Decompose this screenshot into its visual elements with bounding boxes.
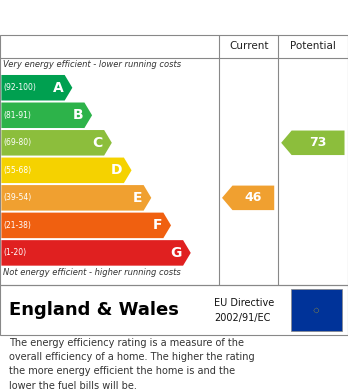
Text: E: E bbox=[133, 191, 142, 205]
Text: F: F bbox=[152, 218, 162, 232]
Text: 73: 73 bbox=[309, 136, 327, 149]
Text: (1-20): (1-20) bbox=[3, 248, 26, 257]
Text: 46: 46 bbox=[245, 191, 262, 204]
Bar bbox=[291, 289, 342, 332]
Text: (69-80): (69-80) bbox=[3, 138, 32, 147]
Polygon shape bbox=[1, 102, 92, 128]
Polygon shape bbox=[318, 310, 319, 311]
Text: (92-100): (92-100) bbox=[3, 83, 36, 92]
Polygon shape bbox=[314, 311, 315, 312]
Polygon shape bbox=[318, 311, 319, 312]
Text: D: D bbox=[111, 163, 122, 178]
Text: (55-68): (55-68) bbox=[3, 166, 32, 175]
Polygon shape bbox=[1, 75, 72, 100]
Text: G: G bbox=[170, 246, 182, 260]
Text: England & Wales: England & Wales bbox=[9, 301, 179, 319]
Polygon shape bbox=[1, 185, 151, 211]
Text: (39-54): (39-54) bbox=[3, 193, 32, 203]
Polygon shape bbox=[1, 130, 112, 156]
Text: C: C bbox=[93, 136, 103, 150]
Text: The energy efficiency rating is a measure of the
overall efficiency of a home. T: The energy efficiency rating is a measur… bbox=[9, 338, 254, 391]
Polygon shape bbox=[314, 309, 315, 310]
Polygon shape bbox=[318, 309, 319, 310]
Text: (81-91): (81-91) bbox=[3, 111, 31, 120]
Text: Potential: Potential bbox=[290, 41, 336, 52]
Polygon shape bbox=[316, 312, 317, 313]
Text: EU Directive
2002/91/EC: EU Directive 2002/91/EC bbox=[214, 298, 274, 323]
Text: A: A bbox=[53, 81, 63, 95]
Text: Energy Efficiency Rating: Energy Efficiency Rating bbox=[9, 10, 230, 25]
Text: (21-38): (21-38) bbox=[3, 221, 31, 230]
Text: Very energy efficient - lower running costs: Very energy efficient - lower running co… bbox=[3, 60, 182, 69]
Polygon shape bbox=[281, 131, 345, 155]
Text: Current: Current bbox=[229, 41, 269, 52]
Text: Not energy efficient - higher running costs: Not energy efficient - higher running co… bbox=[3, 268, 181, 277]
Text: B: B bbox=[72, 108, 83, 122]
Polygon shape bbox=[1, 240, 191, 265]
Polygon shape bbox=[1, 158, 132, 183]
Polygon shape bbox=[222, 186, 274, 210]
Polygon shape bbox=[317, 312, 318, 313]
Polygon shape bbox=[317, 308, 318, 309]
Polygon shape bbox=[315, 312, 316, 313]
Polygon shape bbox=[1, 213, 171, 238]
Polygon shape bbox=[315, 308, 316, 309]
